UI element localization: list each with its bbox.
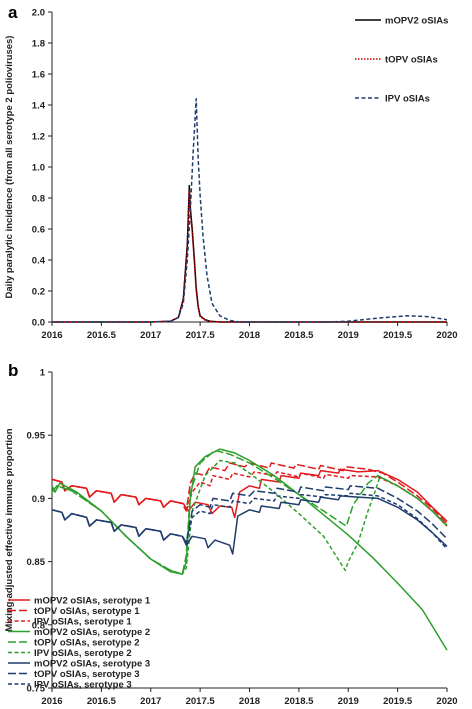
legend-label: mOPV2 oSIAs, serotype 1 [34, 596, 151, 607]
x-tick-label: 2016 [41, 330, 62, 341]
x-tick-label: 2017.5 [186, 330, 216, 341]
legend-label: mOPV2 oSIAs [385, 16, 448, 27]
legend-label: mOPV2 oSIAs, serotype 2 [34, 627, 150, 638]
legend-label: tOPV oSIAs, serotype 2 [34, 638, 140, 649]
y-tick-label: 0.95 [27, 431, 46, 442]
legend-label: tOPV oSIAs, serotype 3 [34, 669, 140, 680]
series-line [51, 492, 448, 550]
x-tick-label: 2018 [239, 696, 260, 707]
y-tick-label: 0.75 [27, 684, 46, 695]
series-line [52, 184, 447, 323]
panel-a-chart: a Daily paralytic incidence (from all se… [4, 3, 458, 341]
x-tick-label: 2016 [41, 696, 62, 707]
series-line [51, 462, 448, 525]
x-tick-label: 2020 [436, 696, 457, 707]
legend-label: IPV oSIAs [385, 94, 430, 105]
y-tick-label: 0.8 [32, 194, 45, 205]
x-tick-label: 2018.5 [284, 330, 314, 341]
x-tick-label: 2017 [140, 330, 161, 341]
x-tick-label: 2016.5 [87, 696, 117, 707]
legend-label: IPV oSIAs, serotype 3 [34, 680, 132, 691]
x-tick-label: 2018.5 [284, 696, 314, 707]
y-tick-label: 0.8 [32, 620, 45, 631]
series-line [51, 471, 448, 527]
x-tick-label: 2017.5 [186, 696, 216, 707]
x-tick-label: 2020 [436, 330, 457, 341]
y-tick-label: 1.6 [32, 70, 45, 81]
legend-label: tOPV oSIAs [385, 55, 438, 66]
y-tick-label: 0.85 [27, 557, 46, 568]
panel-b-label: b [8, 361, 18, 380]
x-tick-label: 2017 [140, 696, 161, 707]
series-line [52, 98, 448, 323]
panel-a-label: a [8, 3, 18, 22]
y-tick-label: 1.4 [32, 101, 46, 112]
y-tick-label: 0.6 [32, 225, 45, 236]
y-tick-label: 0.2 [32, 287, 45, 298]
y-tick-label: 0.0 [32, 318, 45, 329]
y-tick-label: 1 [40, 368, 46, 379]
panel-b-y-axis-label: Mixing-adjusted effective immune proport… [4, 428, 15, 631]
series-line [51, 459, 448, 575]
y-tick-label: 1.2 [32, 132, 45, 143]
y-tick-label: 0.9 [32, 494, 45, 505]
x-tick-label: 2019 [338, 330, 359, 341]
legend-label: IPV oSIAs, serotype 2 [34, 648, 132, 659]
panel-a-y-axis-label: Daily paralytic incidence (from all sero… [4, 36, 15, 299]
x-tick-label: 2019.5 [383, 696, 413, 707]
series-line [51, 495, 448, 555]
panel-b-chart: b Mixing-adjusted effective immune propo… [4, 361, 458, 707]
y-tick-label: 1.0 [32, 163, 45, 174]
y-tick-label: 0.4 [32, 256, 46, 267]
x-tick-label: 2016.5 [87, 330, 117, 341]
series-line [52, 189, 447, 323]
x-tick-label: 2019 [338, 696, 359, 707]
panel-a-legend: mOPV2 oSIAs tOPV oSIAs IPV oSIAs [355, 16, 448, 105]
legend-label: tOPV oSIAs, serotype 1 [34, 606, 140, 617]
y-tick-label: 2.0 [32, 8, 45, 19]
legend-label: mOPV2 oSIAs, serotype 3 [34, 659, 150, 670]
x-tick-label: 2019.5 [383, 330, 413, 341]
series-line [51, 449, 448, 575]
y-tick-label: 1.8 [32, 39, 45, 50]
legend-label: IPV oSIAs, serotype 1 [34, 617, 132, 628]
x-tick-label: 2018 [239, 330, 260, 341]
